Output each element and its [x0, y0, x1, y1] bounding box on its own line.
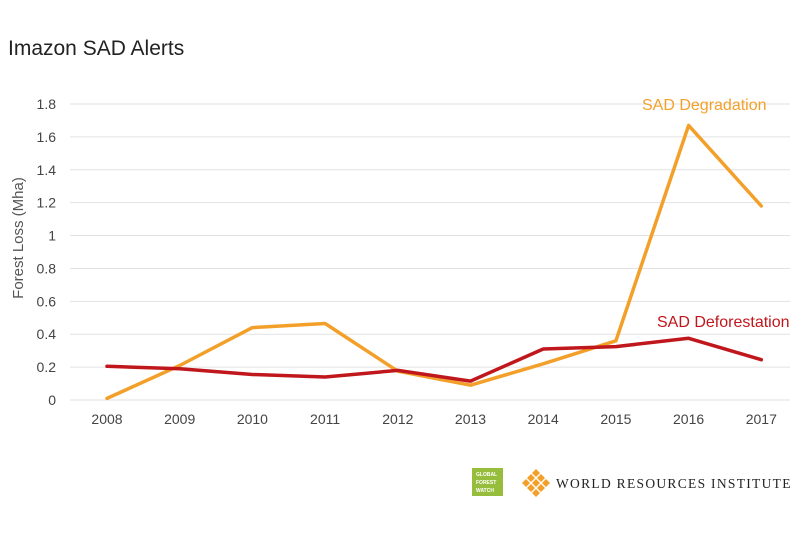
y-tick-label: 0.2 — [37, 359, 57, 375]
y-tick-label: 1.2 — [37, 195, 57, 211]
gfw-logo-box — [472, 468, 503, 496]
gridlines — [70, 103, 790, 401]
y-tick-label: 1.6 — [37, 129, 57, 145]
chart-title: Imazon SAD Alerts — [8, 37, 184, 60]
x-tick-label: 2015 — [600, 411, 631, 427]
series-label-deforestation: SAD Deforestation — [657, 314, 790, 331]
y-tick-label: 0 — [48, 392, 56, 408]
wri-logo: WORLD RESOURCES INSTITUTE — [522, 469, 792, 497]
x-tick-label: 2010 — [237, 411, 268, 427]
x-tick-label: 2011 — [310, 411, 340, 427]
x-tick-label: 2012 — [382, 411, 413, 427]
x-tick-label: 2017 — [746, 411, 777, 427]
global-forest-watch-logo: GLOBAL FOREST WATCH — [472, 468, 503, 496]
y-tick-label: 1 — [48, 228, 56, 244]
y-tick-label: 0.8 — [37, 260, 57, 276]
gfw-logo-line-1: GLOBAL — [476, 472, 497, 478]
x-tick-label: 2014 — [528, 411, 559, 427]
y-axis-label: Forest Loss (Mha) — [10, 177, 27, 299]
x-tick-label: 2008 — [91, 411, 122, 427]
y-tick-label: 0.4 — [37, 326, 57, 342]
gfw-logo-line-2: FOREST — [476, 480, 496, 486]
series-line-degradation — [105, 123, 764, 401]
y-tick-label: 1.8 — [37, 96, 57, 112]
gfw-logo-line-3: WATCH — [476, 488, 494, 494]
series-line-deforestation — [105, 336, 764, 383]
wri-name: WORLD RESOURCES INSTITUTE — [556, 476, 792, 491]
x-tick-label: 2016 — [673, 411, 704, 427]
y-tick-label: 1.4 — [37, 162, 57, 178]
series-label-degradation: SAD Degradation — [642, 97, 767, 114]
x-tick-label: 2013 — [455, 411, 486, 427]
x-tick-label: 2009 — [164, 411, 195, 427]
series-lines — [105, 123, 764, 401]
wri-logo-mark-icon — [522, 469, 550, 497]
x-axis-ticks: 2008 2009 2010 2011 2012 2013 2014 2015 2016 2017 — [91, 411, 777, 427]
y-axis-ticks: 0 0.2 0.4 0.6 0.8 1 1.2 1.4 1.6 1.8 — [37, 96, 57, 408]
y-tick-label: 0.6 — [37, 293, 57, 309]
